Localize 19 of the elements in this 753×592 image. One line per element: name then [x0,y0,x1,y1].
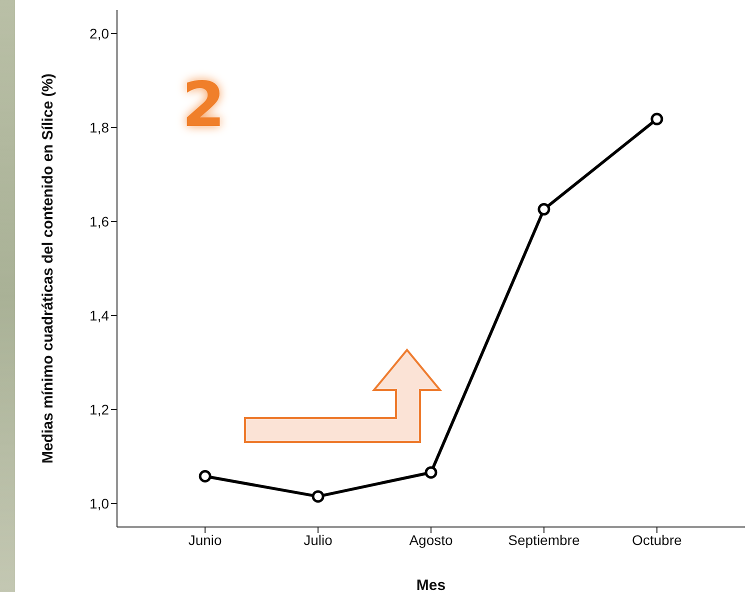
annotation: 2 [182,68,226,141]
x-tick-label: Julio [304,532,333,548]
y-tick-label: 1,2 [90,401,110,418]
point [198,470,212,482]
y-tick-label: 1,8 [90,119,110,136]
x-tick-label: Agosto [409,532,454,548]
x-tick-label: Octubre [632,532,682,548]
x-tick-label: Septiembre [508,532,580,548]
x-axis-title: Mes [416,577,446,592]
point [424,466,438,479]
point [650,112,664,126]
point [312,490,324,503]
y-axis-title: Medias mínimo cuadráticas del contenido en Sílice (%) [39,73,56,464]
x-tick-label: Junio [188,532,222,548]
y-tick-label: 1,6 [90,213,110,230]
y-tick-label: 2,0 [90,25,110,42]
point [538,203,550,216]
y-tick-label: 1,0 [90,495,110,512]
y-tick-label: 1,4 [90,307,110,324]
